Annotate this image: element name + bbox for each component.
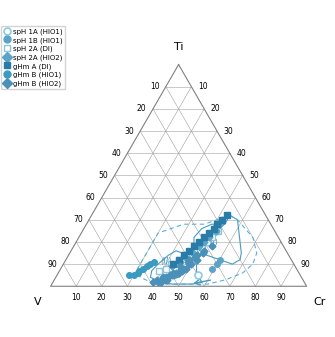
Text: 10: 10 — [198, 82, 207, 91]
Text: 30: 30 — [123, 293, 132, 302]
Text: 40: 40 — [111, 149, 121, 158]
Text: 40: 40 — [236, 149, 246, 158]
Text: (I): (I) — [209, 239, 218, 248]
Text: 30: 30 — [124, 127, 134, 135]
Text: 30: 30 — [223, 127, 233, 135]
Text: 80: 80 — [287, 238, 297, 246]
Text: 10: 10 — [150, 82, 159, 91]
Text: 40: 40 — [148, 293, 158, 302]
Text: 80: 80 — [60, 238, 70, 246]
Text: 60: 60 — [86, 193, 95, 202]
Text: Cr: Cr — [313, 297, 326, 307]
Text: 50: 50 — [174, 293, 184, 302]
Text: V: V — [34, 297, 42, 307]
Legend: spH 1A (HIO1), spH 1B (HIO1), spH 2A (DI), spH 2A (HIO2), gHm A (DI), gHm B (HIO: spH 1A (HIO1), spH 1B (HIO1), spH 2A (DI… — [1, 26, 65, 89]
Text: 90: 90 — [47, 259, 57, 269]
Text: (II): (II) — [161, 257, 172, 266]
Text: 70: 70 — [225, 293, 235, 302]
Text: 20: 20 — [97, 293, 107, 302]
Text: 70: 70 — [275, 215, 284, 224]
Text: 90: 90 — [300, 259, 310, 269]
Text: Ti: Ti — [174, 42, 183, 52]
Text: 70: 70 — [73, 215, 83, 224]
Text: 10: 10 — [71, 293, 81, 302]
Text: 20: 20 — [137, 104, 147, 113]
Text: 60: 60 — [262, 193, 272, 202]
Text: 80: 80 — [251, 293, 260, 302]
Text: 60: 60 — [199, 293, 209, 302]
Text: 50: 50 — [98, 171, 108, 180]
Text: 90: 90 — [276, 293, 286, 302]
Text: 50: 50 — [249, 171, 259, 180]
Text: 20: 20 — [211, 104, 220, 113]
